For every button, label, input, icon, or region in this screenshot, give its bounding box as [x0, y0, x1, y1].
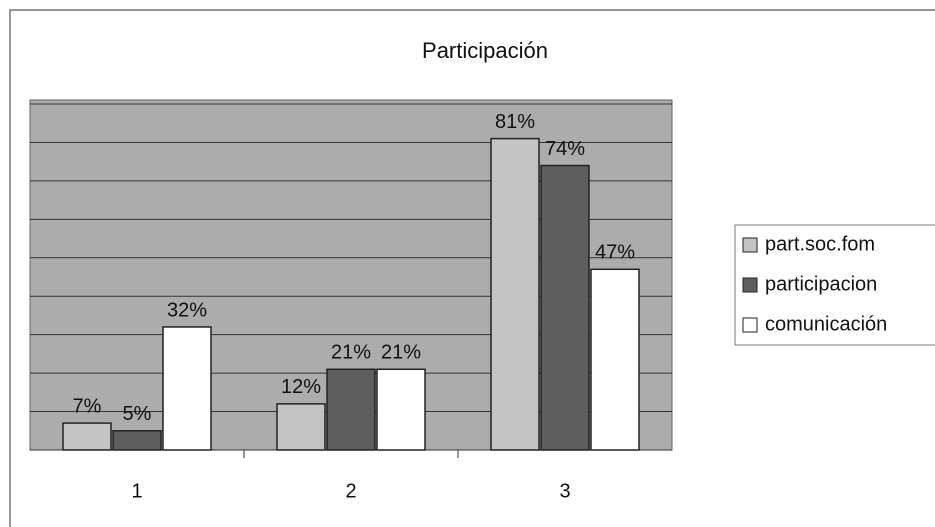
- data-label: 5%: [123, 403, 152, 425]
- bar: [62, 422, 112, 451]
- data-label: 32%: [167, 299, 207, 321]
- chart-title: Participación: [422, 38, 548, 63]
- bar: [590, 268, 640, 451]
- legend-swatch: [742, 237, 758, 253]
- bar: [540, 164, 590, 451]
- data-label: 21%: [331, 342, 371, 364]
- data-label: 47%: [595, 242, 635, 264]
- legend-box: [734, 224, 935, 346]
- legend-label: comunicación: [765, 313, 887, 335]
- bar: [276, 403, 326, 451]
- x-tick-label: 3: [559, 480, 570, 502]
- legend-swatch: [742, 277, 758, 293]
- data-label: 21%: [381, 342, 421, 364]
- bar: [162, 326, 212, 451]
- data-label: 81%: [495, 111, 535, 133]
- bar: [376, 368, 426, 451]
- x-tick-label: 2: [345, 480, 356, 502]
- legend-label: part.soc.fom: [765, 233, 875, 255]
- data-label: 74%: [545, 138, 585, 160]
- legend-label: participacion: [765, 273, 877, 295]
- bar: [490, 137, 540, 451]
- data-label: 7%: [73, 395, 102, 417]
- data-label: 12%: [281, 376, 321, 398]
- legend-swatch: [742, 317, 758, 333]
- x-tick-label: 1: [131, 480, 142, 502]
- bar: [112, 430, 162, 451]
- bar: [326, 368, 376, 451]
